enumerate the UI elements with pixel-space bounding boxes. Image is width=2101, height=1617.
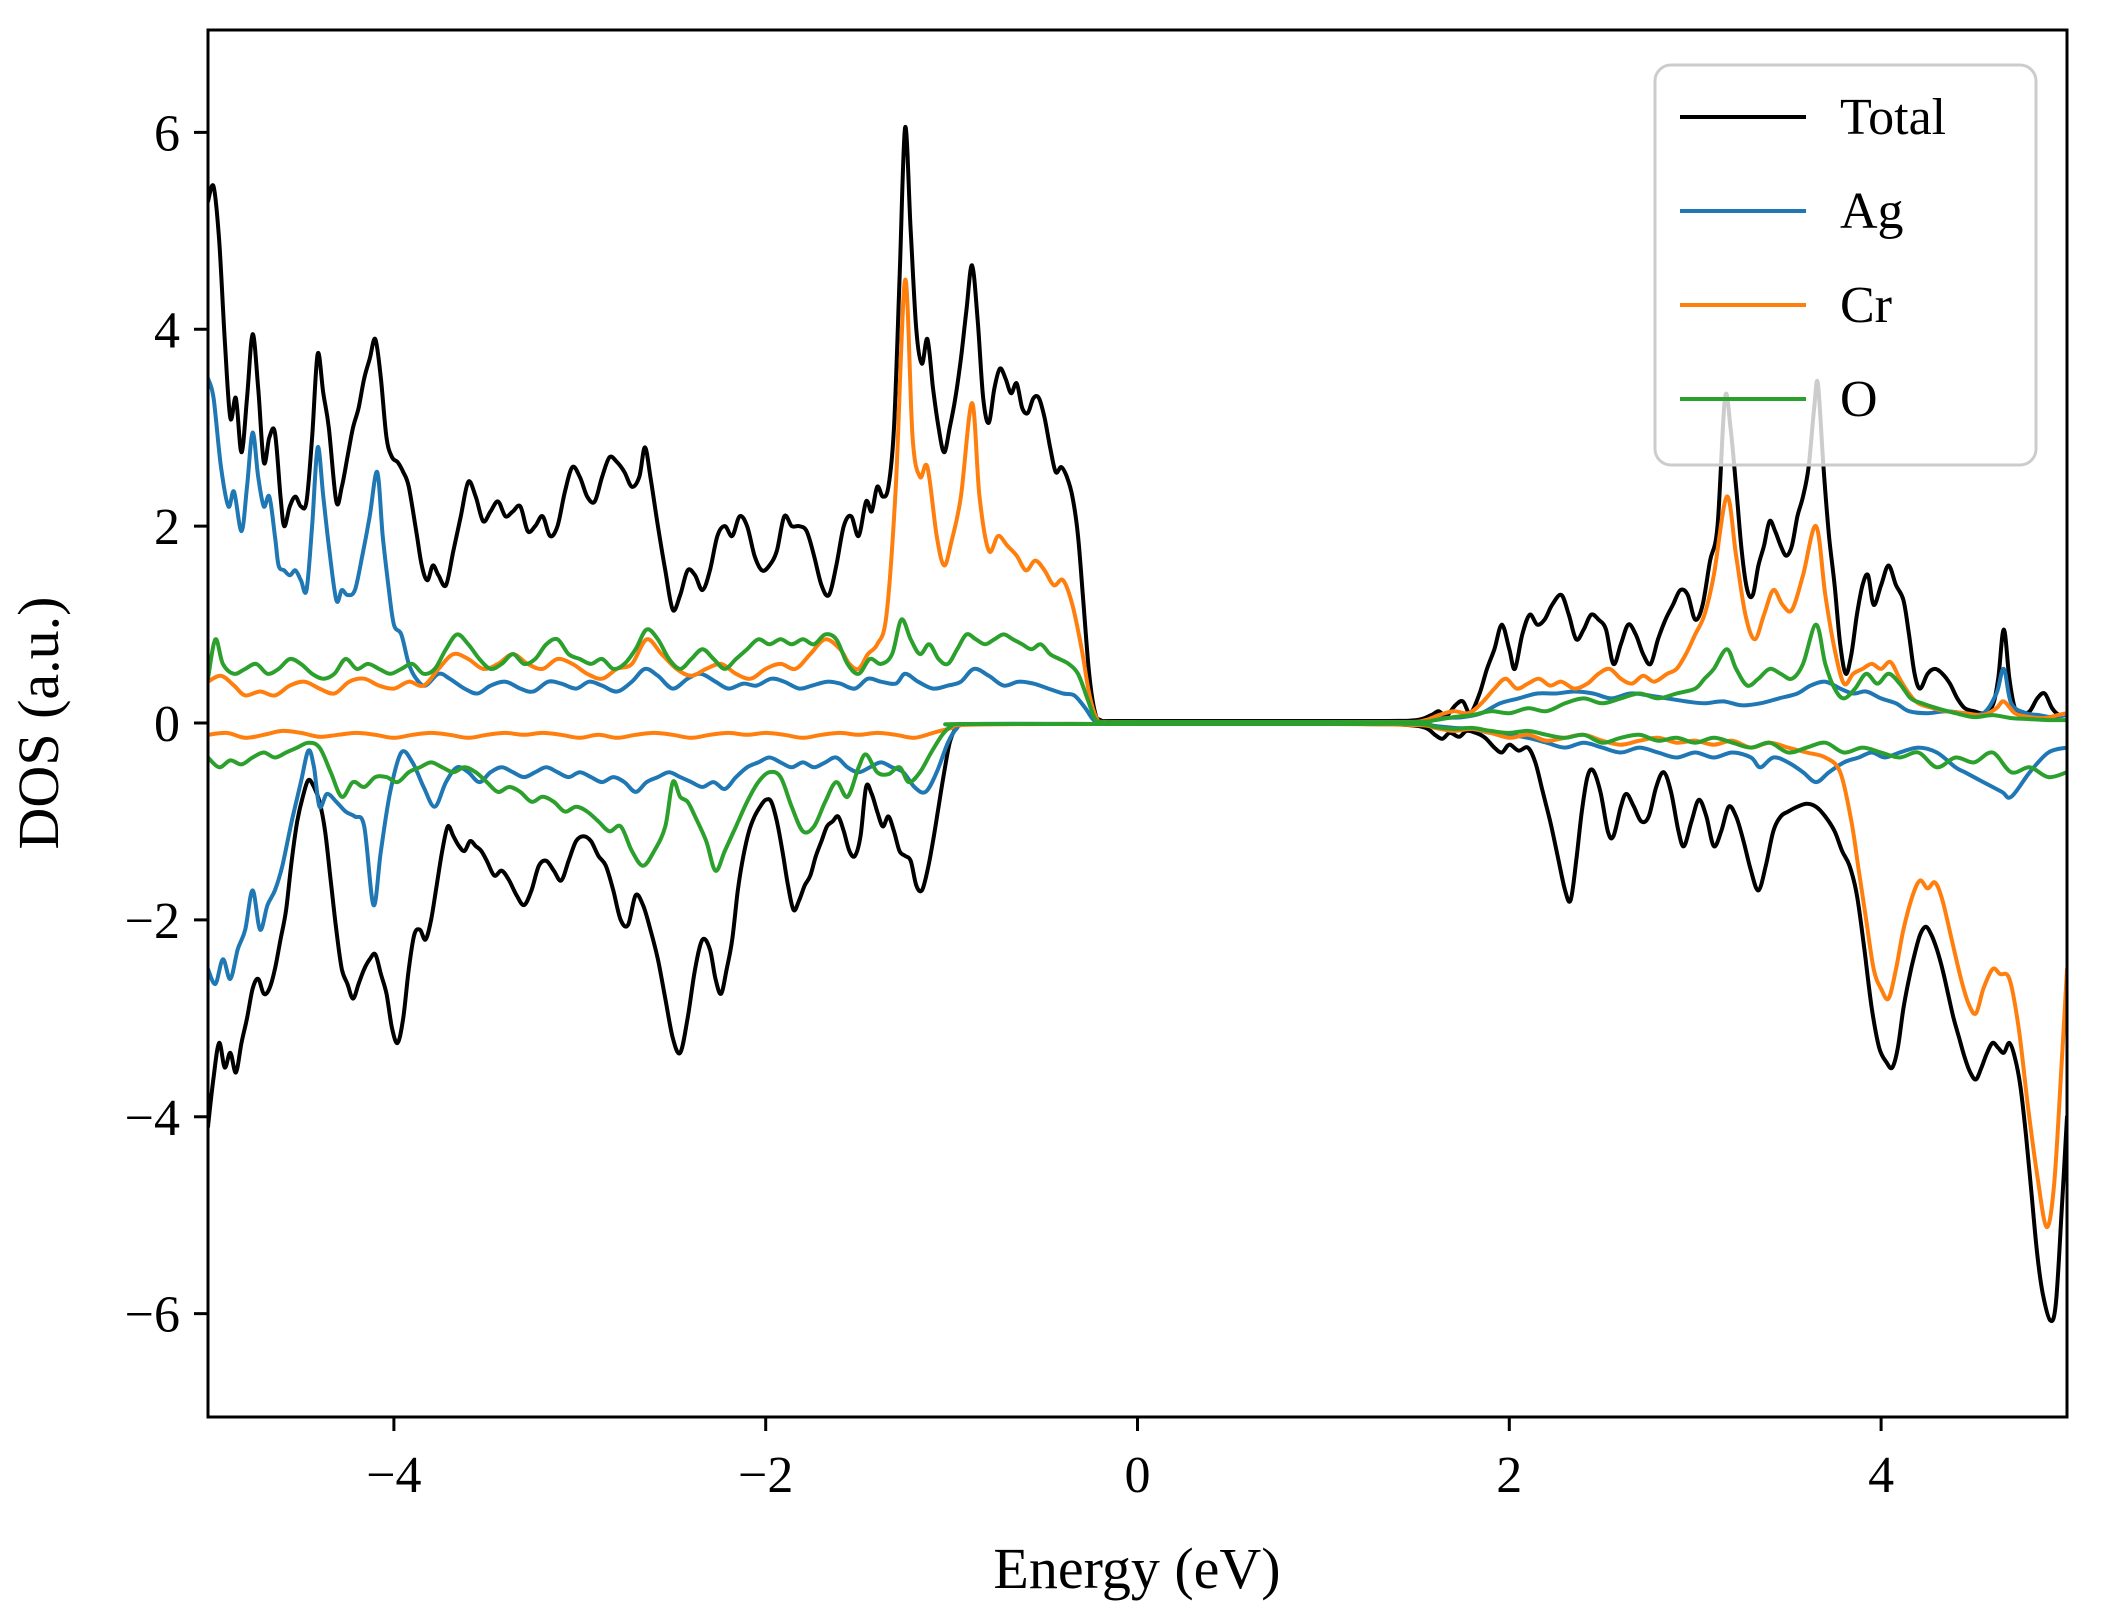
y-axis-label: DOS (a.u.) <box>6 597 71 850</box>
x-axis-ticks: −4 −2 0 2 4 <box>366 1417 1894 1504</box>
x-tick-label: 0 <box>1125 1447 1151 1504</box>
x-tick-label: −2 <box>738 1447 793 1504</box>
curve-ag-up <box>208 376 2067 725</box>
legend-label-o: O <box>1840 371 1878 428</box>
y-tick-label: −6 <box>125 1287 180 1344</box>
y-tick-label: −4 <box>125 1090 180 1147</box>
curve-total-up <box>208 125 2067 724</box>
x-tick-label: −4 <box>366 1447 421 1504</box>
y-tick-label: 0 <box>154 696 180 753</box>
curve-o-up <box>208 617 2067 725</box>
y-axis-ticks: −6 −4 −2 0 2 4 6 <box>125 105 208 1344</box>
y-tick-label: 2 <box>154 499 180 556</box>
legend: Total Ag Cr O <box>1653 63 2038 467</box>
y-tick-label: 6 <box>154 105 180 162</box>
dos-curves <box>208 125 2067 1324</box>
y-tick-label: −2 <box>125 893 180 950</box>
legend-label-ag: Ag <box>1840 183 1904 240</box>
curve-ag-down <box>208 721 2067 986</box>
curve-cr-down <box>208 721 2067 1230</box>
x-tick-label: 2 <box>1496 1447 1522 1504</box>
legend-box <box>1653 63 2038 467</box>
y-tick-label: 4 <box>154 302 180 359</box>
curve-cr-up <box>208 277 2067 725</box>
legend-label-cr: Cr <box>1840 277 1892 334</box>
legend-label-total: Total <box>1840 89 1946 146</box>
curve-o-down <box>208 721 2067 873</box>
curve-total-down <box>208 721 2067 1324</box>
x-tick-label: 4 <box>1868 1447 1894 1504</box>
x-axis-label: Energy (eV) <box>993 1536 1280 1601</box>
